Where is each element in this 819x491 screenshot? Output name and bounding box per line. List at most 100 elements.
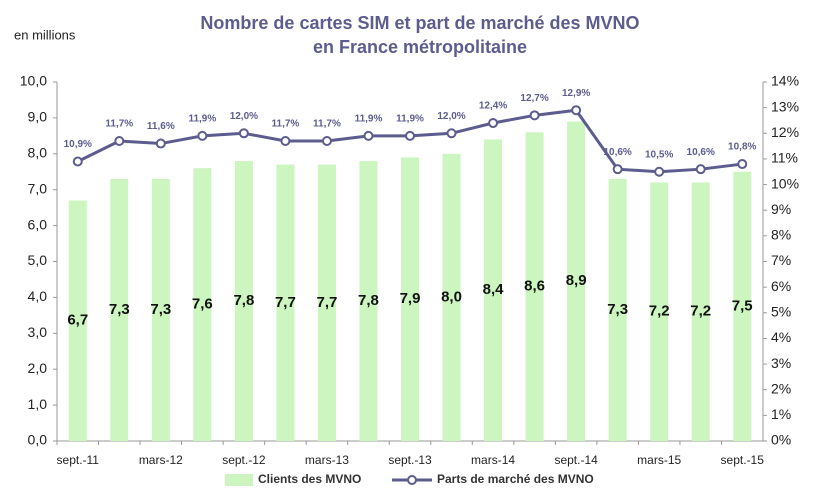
y-tick-label: 7,0 — [28, 180, 48, 196]
y2-tick-label: 2% — [771, 380, 791, 396]
y-tick-label: 0,0 — [28, 432, 48, 448]
bar — [234, 160, 253, 442]
bar-value-label: 7,2 — [690, 303, 711, 320]
bar-value-label: 8,0 — [441, 288, 462, 305]
y2-tick-label: 8% — [771, 227, 791, 243]
line-value-label: 10,6% — [687, 147, 715, 158]
line-value-label: 12,0% — [437, 111, 465, 122]
line-marker — [488, 118, 499, 129]
bar — [691, 182, 710, 441]
bar-value-label: 7,9 — [400, 290, 421, 307]
line-marker — [405, 130, 415, 141]
bar — [317, 164, 336, 441]
line-marker — [72, 156, 83, 167]
y2-tick-label: 4% — [771, 329, 791, 345]
bar-value-label: 7,7 — [275, 294, 296, 311]
y2-tick-label: 7% — [771, 252, 791, 268]
chart-title: en France métropolitaine — [313, 37, 527, 57]
line-value-label: 10,9% — [64, 139, 92, 150]
line-value-label: 11,9% — [188, 113, 216, 124]
line-value-label: 11,7% — [313, 119, 341, 130]
line-marker — [737, 159, 748, 170]
bar — [151, 178, 170, 441]
bar — [608, 178, 627, 441]
bar-value-label: 7,8 — [233, 292, 254, 309]
chart-title: Nombre de cartes SIM et part de marché d… — [200, 13, 639, 33]
line-marker — [363, 130, 374, 141]
line-value-label: 11,7% — [105, 119, 133, 130]
line-marker — [695, 164, 706, 175]
y-tick-label: 10,0 — [20, 73, 47, 89]
bar-value-label: 7,3 — [109, 301, 130, 318]
bar — [110, 178, 129, 441]
bar — [193, 168, 212, 441]
line-value-label: 10,8% — [728, 142, 756, 153]
bar-value-label: 7,3 — [607, 301, 628, 318]
line-marker — [529, 110, 540, 121]
line-marker — [114, 135, 125, 146]
line-value-label: 10,5% — [645, 149, 673, 160]
line-value-label: 12,4% — [479, 101, 507, 112]
line-marker — [654, 166, 665, 177]
x-tick-label: sept.-12 — [222, 453, 266, 467]
bar-value-label: 7,3 — [150, 301, 171, 318]
legend-marker — [407, 475, 417, 485]
legend-swatch — [225, 474, 253, 486]
y-tick-label: 9,0 — [28, 109, 48, 125]
y2-tick-label: 13% — [771, 98, 799, 114]
bar-value-label: 8,9 — [566, 272, 587, 289]
bar — [525, 132, 544, 441]
y-tick-label: 2,0 — [28, 360, 48, 376]
bar — [276, 164, 295, 441]
y2-tick-label: 14% — [771, 73, 799, 89]
y2-tick-label: 0% — [771, 432, 791, 448]
y-tick-label: 3,0 — [28, 324, 48, 340]
y-tick-label: 6,0 — [28, 216, 48, 232]
bar-value-label: 7,6 — [192, 296, 213, 313]
line-value-label: 12,7% — [520, 93, 548, 104]
bar-value-label: 8,4 — [483, 281, 505, 298]
bar-value-label: 7,7 — [317, 294, 338, 311]
x-tick-label: sept.-13 — [388, 453, 432, 467]
line-value-label: 11,7% — [272, 119, 300, 130]
x-tick-label: mars-13 — [305, 453, 349, 467]
bar — [401, 157, 419, 441]
bar — [359, 160, 378, 442]
line-value-label: 12,0% — [230, 111, 258, 122]
bar-value-label: 8,6 — [524, 278, 545, 295]
y-tick-label: 4,0 — [28, 288, 48, 304]
x-tick-label: sept.-15 — [721, 453, 765, 467]
line-value-label: 11,6% — [147, 121, 175, 132]
bar — [442, 153, 461, 442]
y-axis-label: en millions — [14, 27, 76, 42]
line-value-label: 11,9% — [355, 113, 383, 124]
legend-label: Parts de marché des MVNO — [437, 472, 594, 486]
y2-tick-label: 12% — [771, 124, 799, 140]
line-marker — [321, 135, 332, 146]
y-tick-label: 8,0 — [28, 145, 48, 161]
x-tick-label: mars-15 — [637, 453, 681, 467]
line-marker — [155, 138, 166, 149]
legend-label: Clients des MVNO — [258, 472, 361, 486]
bar-value-label: 6,7 — [67, 312, 88, 329]
line-marker — [280, 135, 291, 146]
y2-tick-label: 5% — [771, 303, 791, 319]
x-tick-label: sept.-11 — [57, 453, 100, 467]
x-tick-label: mars-14 — [471, 453, 515, 467]
x-tick-label: sept.-14 — [554, 453, 598, 467]
bar — [650, 182, 669, 441]
bar — [484, 139, 503, 441]
line-marker — [446, 128, 457, 139]
line-value-label: 10,6% — [603, 147, 631, 158]
y-tick-label: 1,0 — [28, 396, 48, 412]
line-marker — [238, 128, 249, 139]
y2-tick-label: 6% — [771, 278, 791, 294]
line-marker — [197, 130, 208, 141]
bar-value-label: 7,5 — [732, 297, 753, 314]
y2-tick-label: 11% — [771, 150, 798, 166]
bar-value-label: 7,8 — [358, 292, 379, 309]
bar — [68, 200, 87, 441]
line-marker — [612, 164, 623, 175]
line-value-label: 12,9% — [562, 88, 590, 99]
y-tick-label: 5,0 — [28, 252, 48, 268]
